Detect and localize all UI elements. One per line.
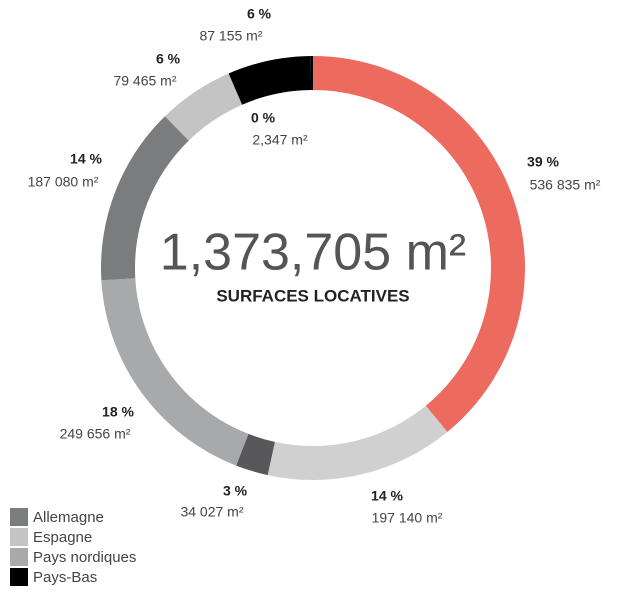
legend-label: Pays-Bas	[33, 569, 97, 586]
slice	[313, 56, 525, 433]
slice	[164, 73, 243, 141]
slice	[267, 405, 448, 480]
percent-label: 3 %	[223, 483, 248, 499]
legend-swatch	[10, 568, 28, 586]
legend-swatch	[10, 508, 28, 526]
slice	[236, 433, 275, 476]
value-label: 536 835 m²	[530, 177, 601, 193]
value-label: 79 465 m²	[113, 73, 176, 89]
slice	[101, 116, 189, 281]
total: 1,373,705 m²	[160, 224, 466, 282]
percent-label: 6 %	[156, 51, 181, 67]
percent-label: 6 %	[247, 6, 272, 22]
slice	[310, 56, 313, 91]
value-label: 197 140 m²	[372, 510, 443, 526]
percent-label: 18 %	[102, 404, 134, 420]
legend-swatch	[10, 548, 28, 566]
percent-label: 39 %	[527, 154, 559, 170]
slice	[228, 56, 312, 105]
value-label: 249 656 m²	[60, 426, 131, 442]
value-label: 2,347 m²	[252, 132, 308, 148]
legend-swatch	[10, 528, 28, 546]
value-label: 34 027 m²	[180, 504, 243, 520]
legend-label: Allemagne	[33, 509, 104, 526]
legend-label: Espagne	[33, 529, 92, 546]
value-label: 187 080 m²	[28, 174, 99, 190]
value-label: 87 155 m²	[199, 28, 262, 44]
percent-label: 0 %	[251, 110, 276, 126]
subtitle: SURFACES LOCATIVES	[216, 286, 409, 305]
slice	[101, 278, 249, 466]
percent-label: 14 %	[371, 488, 403, 504]
legend-label: Pays nordiques	[33, 549, 136, 566]
percent-label: 14 %	[70, 151, 102, 167]
